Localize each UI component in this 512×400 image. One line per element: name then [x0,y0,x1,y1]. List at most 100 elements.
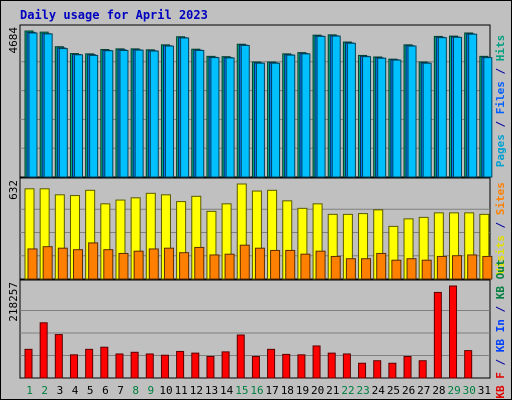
bar-kb-f-day-23 [358,362,367,379]
day-label-30: 30 [463,384,476,397]
panel-2: 632 Visits / Sites [7,177,507,280]
bar-pages-day-19 [301,53,311,178]
bar-kb-f-day-5 [85,348,94,379]
chart-title: Daily usage for April 2023 [20,8,208,22]
bar-sites-day-3 [57,247,68,280]
bar-kb-f-day-14 [221,351,230,379]
panel-1: 4684 Pages / Files / Hits [7,24,507,178]
bar-sites-day-24 [376,252,387,280]
axis-label-part: / [494,299,507,319]
bar-kb-f-day-7 [115,353,124,379]
bar-kb-f-day-21 [327,352,336,379]
bar-kb-f-day-8 [130,351,139,379]
day-label-25: 25 [387,384,400,397]
bar-sites-day-7 [118,252,129,280]
bar-pages-day-24 [377,57,387,178]
bar-pages-day-31 [483,57,493,178]
bar-kb-f-day-29 [449,285,458,379]
bar-kb-f-day-12 [191,352,200,379]
day-label-20: 20 [311,384,324,397]
axis-label-part: / [494,61,507,81]
bar-kb-f-day-20 [312,345,321,379]
axis-label: KB F / KB In / KB Out [494,259,507,398]
axis-label-part: Files [494,81,507,114]
bar-sites-day-4 [72,249,83,280]
day-label-24: 24 [372,384,386,397]
day-label-29: 29 [447,384,460,397]
bar-pages-day-1 [28,32,38,178]
bar-kb-f-day-9 [145,353,154,379]
bar-kb-f-day-17 [267,348,276,379]
bar-sites-day-9 [148,248,159,280]
day-label-23: 23 [357,384,370,397]
day-label-4: 4 [72,384,79,397]
axis-label-part: / [494,215,507,235]
bar-pages-day-30 [468,33,478,178]
day-label-18: 18 [281,384,294,397]
day-label-16: 16 [250,384,263,397]
bar-sites-day-5 [88,242,99,280]
series-kb-f [24,285,473,379]
axis-label: Pages / Files / Hits [494,35,507,168]
bar-sites-day-10 [163,247,174,280]
day-label-28: 28 [432,384,445,397]
bar-kb-f-day-6 [100,346,109,379]
bar-pages-day-21 [331,35,341,178]
bar-kb-f-day-30 [464,350,473,379]
bar-sites-day-19 [300,253,311,280]
bar-pages-day-25 [392,59,402,178]
bar-pages-day-5 [89,54,99,178]
bar-sites-day-30 [467,254,478,280]
bar-sites-day-22 [345,258,356,280]
bar-sites-day-1 [27,248,38,280]
day-label-11: 11 [175,384,188,397]
bar-kb-f-day-22 [342,353,351,379]
bar-kb-f-day-3 [54,334,63,379]
bar-sites-day-2 [42,246,53,280]
axis-label-part: Pages [494,134,507,167]
day-label-12: 12 [190,384,203,397]
max-value-label: 4684 [7,27,20,54]
bar-pages-day-8 [134,49,144,178]
bar-sites-day-18 [285,249,296,280]
bar-sites-day-8 [133,250,144,280]
bar-pages-day-27 [422,62,432,178]
axis-label-part: Hits [494,35,507,62]
bar-sites-day-13 [209,254,220,280]
bar-kb-f-day-13 [206,356,215,379]
day-label-1: 1 [26,384,33,397]
day-label-7: 7 [117,384,124,397]
bar-pages-day-12 [195,49,205,178]
bar-sites-day-28 [436,255,447,280]
bar-sites-day-26 [406,258,417,280]
day-label-21: 21 [326,384,339,397]
day-label-6: 6 [102,384,109,397]
day-label-9: 9 [148,384,155,397]
bar-sites-day-20 [315,250,326,280]
bar-sites-day-14 [224,253,235,280]
bar-pages-day-11 [180,37,190,178]
day-label-17: 17 [266,384,279,397]
bar-sites-day-6 [103,249,114,280]
bar-kb-f-day-28 [433,291,442,379]
bar-sites-day-31 [482,255,493,280]
day-label-8: 8 [132,384,139,397]
bar-kb-f-day-25 [388,362,397,379]
bar-sites-day-23 [361,258,372,280]
bar-pages-day-29 [453,36,463,178]
bar-pages-day-18 [286,54,296,178]
axis-label: Visits / Sites [494,182,507,275]
bar-pages-day-9 [149,50,159,178]
bar-kb-f-day-19 [297,354,306,379]
bar-pages-day-10 [164,45,174,178]
bar-sites-day-16 [254,247,265,280]
bar-kb-f-day-16 [251,356,260,379]
bar-sites-day-12 [194,246,205,280]
bar-pages-day-22 [346,42,356,178]
bar-kb-f-day-18 [282,353,291,379]
bar-sites-day-29 [452,255,463,280]
bar-pages-day-6 [104,50,114,178]
axis-label-part: KB Out [494,259,507,299]
